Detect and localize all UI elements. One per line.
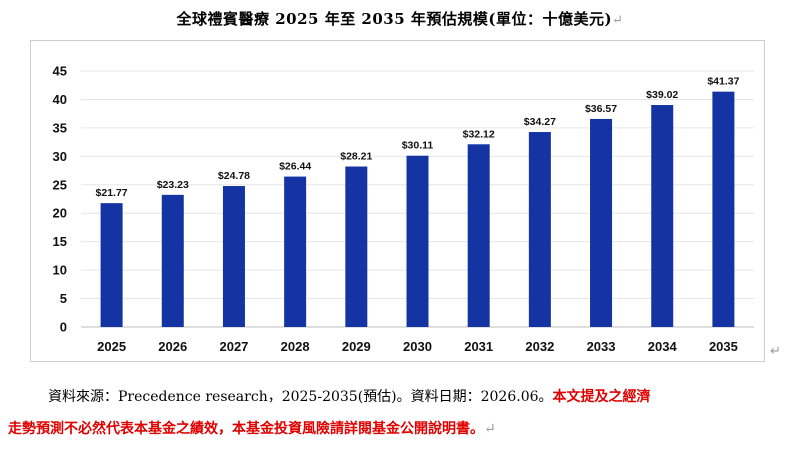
y-tick-label: 35 (53, 120, 67, 135)
bar (467, 144, 490, 327)
bar (222, 186, 245, 327)
data-label: $34.27 (524, 116, 556, 128)
x-tick-label: 2028 (281, 339, 310, 354)
data-label: $28.21 (340, 151, 372, 163)
data-label: $24.78 (218, 170, 250, 182)
bar (528, 132, 551, 327)
paragraph-mark-icon: ↵ (612, 13, 624, 28)
bar (590, 118, 613, 327)
x-tick-label: 2032 (525, 339, 554, 354)
bar-chart: 051015202530354045$21.772025$23.232026$2… (53, 64, 754, 354)
bar (406, 155, 429, 327)
data-label: $21.77 (96, 187, 128, 199)
x-tick-label: 2034 (648, 339, 678, 354)
x-tick-label: 2029 (342, 339, 371, 354)
x-tick-label: 2030 (403, 339, 432, 354)
y-tick-label: 40 (53, 92, 67, 107)
disclaimer-note: 走勢預測不必然代表本基金之績效，本基金投資風險請詳閱基金公開說明書。↵ (8, 418, 496, 438)
bar (284, 176, 307, 327)
data-label: $23.23 (157, 179, 189, 191)
y-tick-label: 20 (53, 206, 67, 221)
x-tick-label: 2033 (587, 339, 616, 354)
bar (345, 166, 368, 327)
y-tick-label: 5 (60, 291, 67, 306)
paragraph-mark-icon: ↵ (484, 421, 496, 437)
data-label: $30.11 (402, 140, 434, 152)
disclaimer-text-line1: 本文提及之經濟 (552, 389, 651, 405)
source-note: 資料來源：Precedence research，2025-2035(預估)。資… (48, 386, 651, 406)
paragraph-mark-icon: ↵ (770, 344, 781, 359)
data-label: $39.02 (646, 89, 678, 101)
x-tick-label: 2027 (219, 339, 248, 354)
source-text: 資料來源：Precedence research，2025-2035(預估)。資… (48, 389, 553, 405)
x-tick-label: 2035 (709, 339, 738, 354)
chart-area: 0 5 10 15 20 25 30 35 40 45 $21.77 2025 $23.23 2026 $2… (30, 40, 765, 362)
data-label: $36.57 (585, 103, 617, 115)
data-label: $32.12 (463, 128, 495, 140)
data-label: $26.44 (279, 161, 311, 173)
bar (651, 105, 674, 327)
x-tick-label: 2025 (97, 339, 126, 354)
disclaimer-text-line2: 走勢預測不必然代表本基金之績效，本基金投資風險請詳閱基金公開說明書。 (8, 421, 484, 437)
chart-title-text: 全球禮賓醫療 2025 年至 2035 年預估規模(單位：十億美元) (176, 10, 613, 28)
y-tick-label: 10 (53, 263, 67, 278)
y-tick-label: 15 (53, 234, 67, 249)
bar (712, 91, 735, 327)
bar (100, 203, 123, 327)
x-tick-label: 2031 (464, 339, 493, 354)
y-tick-label: 45 (53, 64, 67, 79)
data-label: $41.37 (707, 76, 739, 88)
bar (161, 194, 184, 327)
x-tick-label: 2026 (158, 339, 187, 354)
y-tick-label: 25 (53, 177, 67, 192)
y-tick-label: 30 (53, 149, 67, 164)
chart-title: 全球禮賓醫療 2025 年至 2035 年預估規模(單位：十億美元)↵ (0, 8, 800, 29)
y-tick-label: 0 (60, 320, 67, 335)
